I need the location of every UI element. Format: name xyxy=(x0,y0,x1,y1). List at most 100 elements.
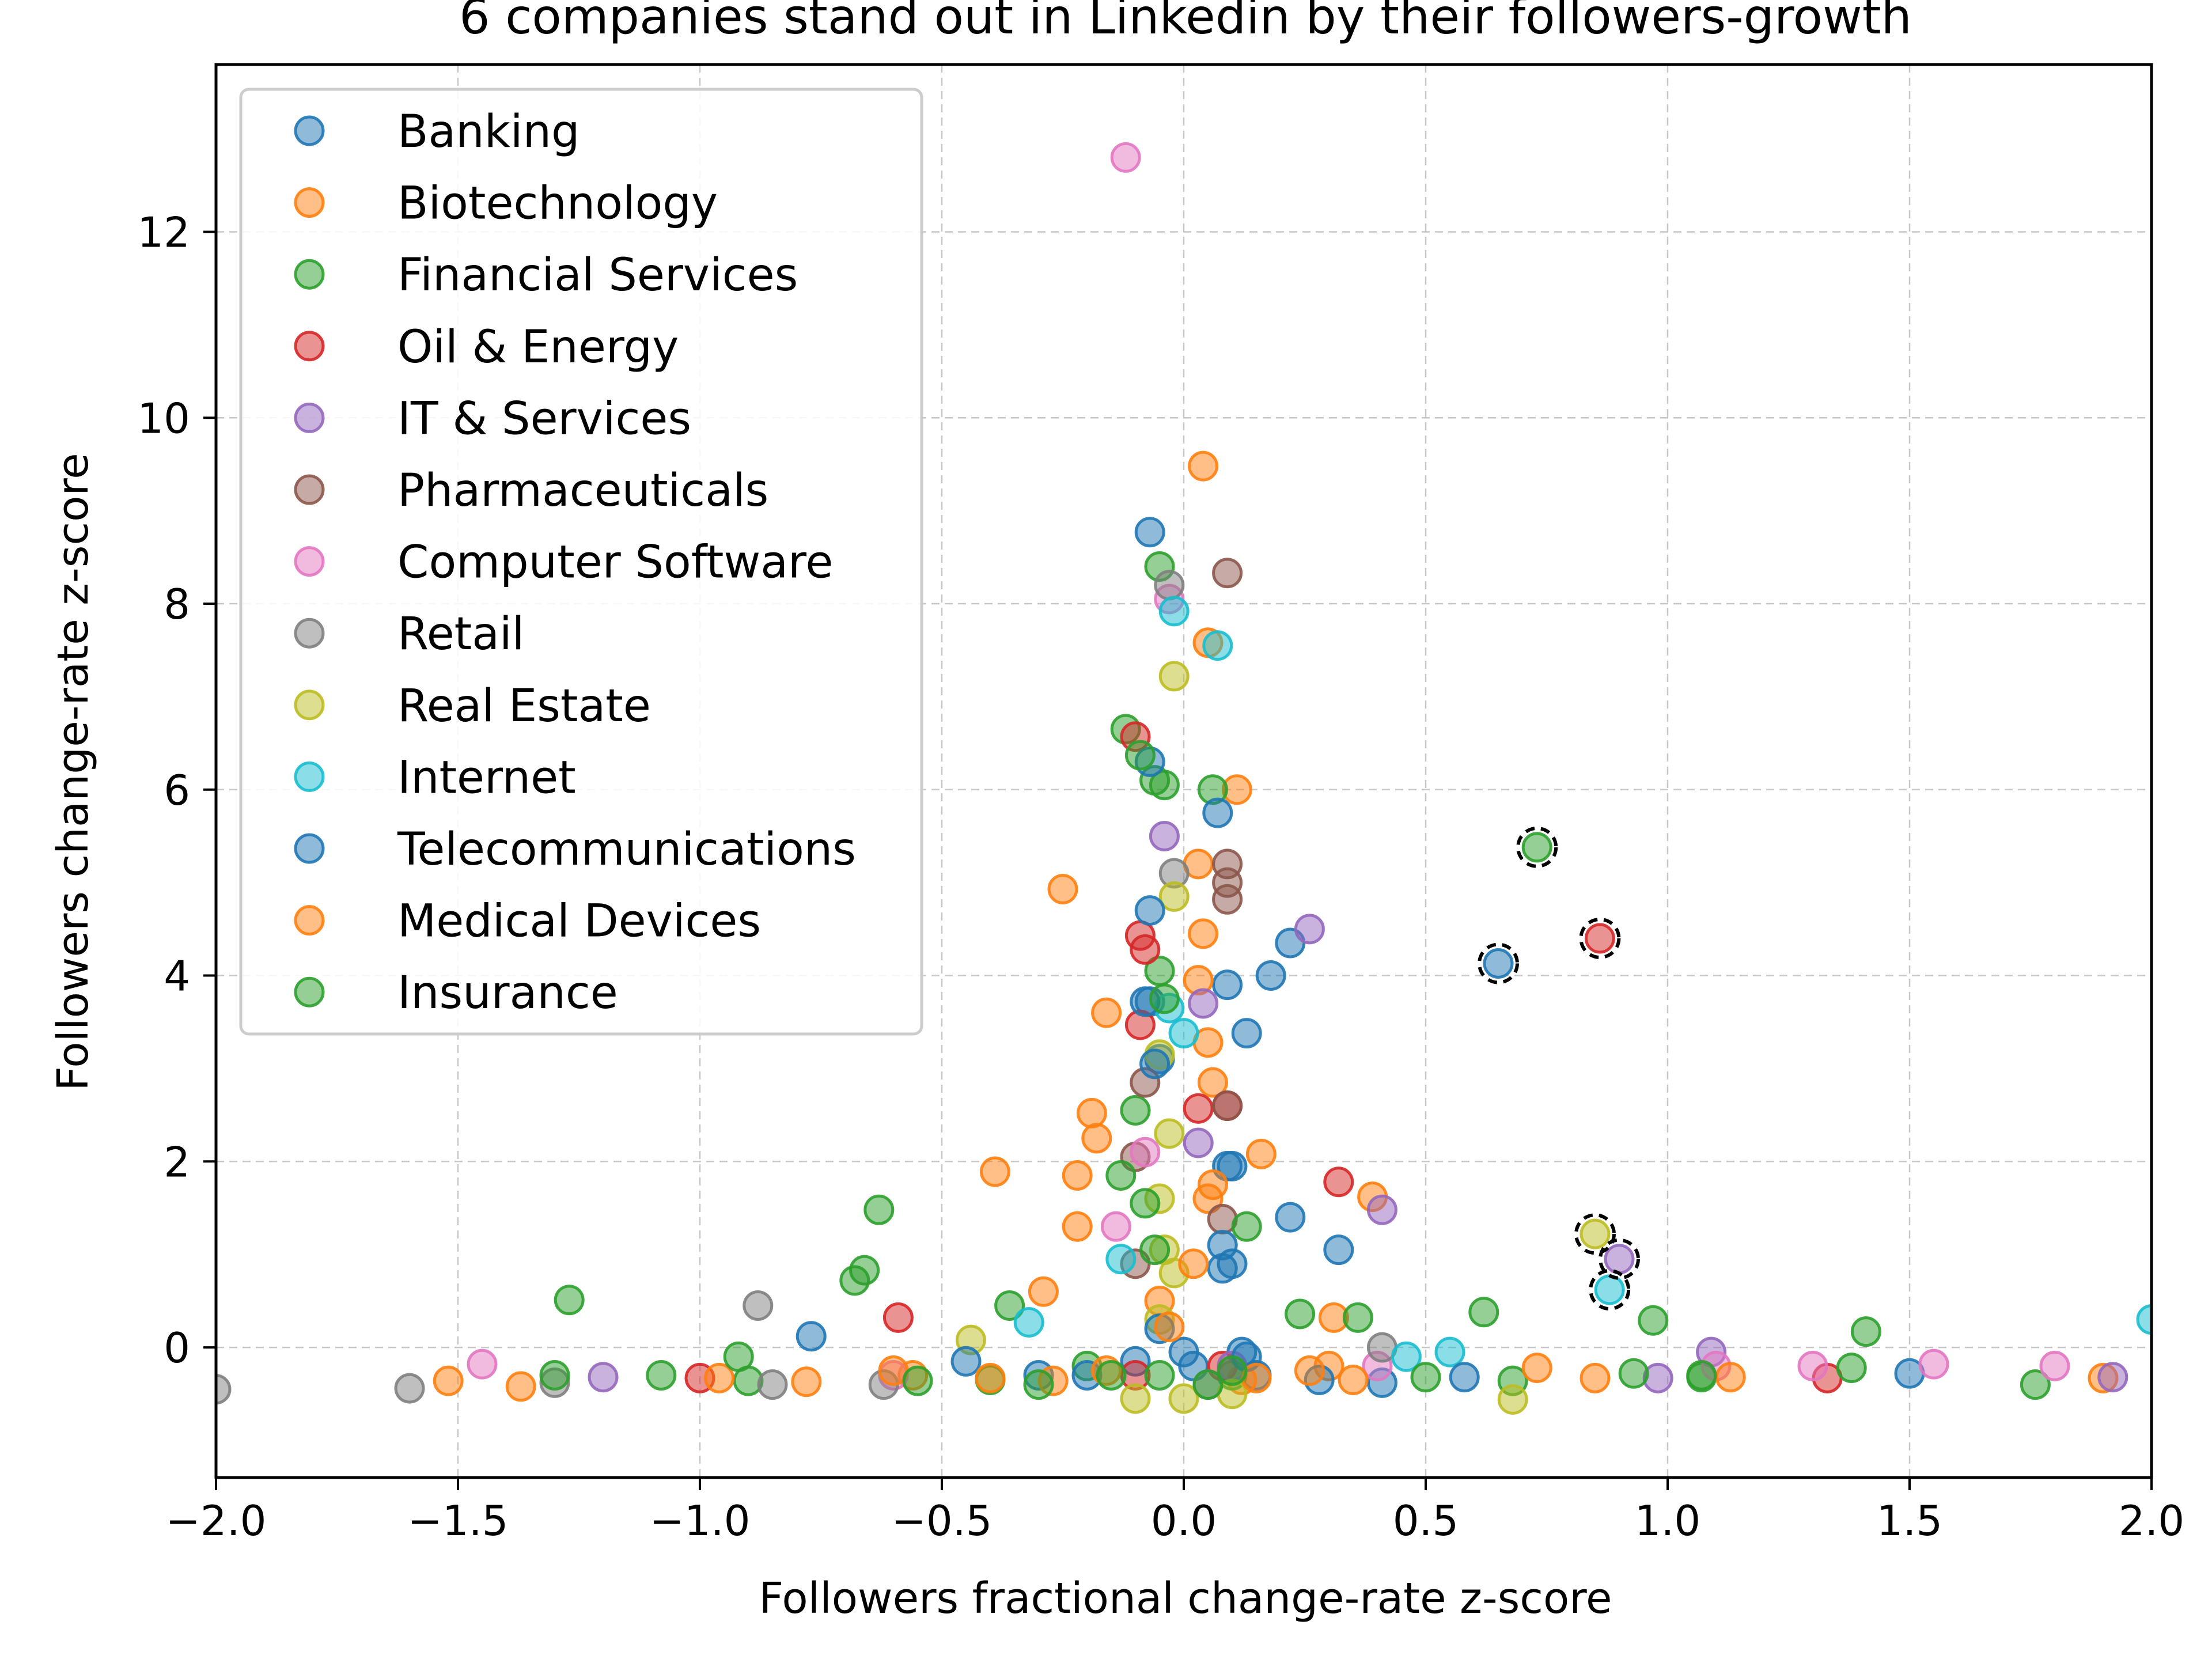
data-point xyxy=(1483,948,1514,979)
data-point xyxy=(646,1359,677,1391)
data-point xyxy=(505,1371,536,1402)
legend-marker xyxy=(294,976,325,1007)
legend-marker xyxy=(294,833,325,864)
data-point xyxy=(1023,1369,1054,1400)
data-point xyxy=(1139,1048,1171,1080)
data-point xyxy=(1076,1097,1107,1128)
data-point xyxy=(1130,934,1161,965)
data-point xyxy=(1850,1316,1881,1347)
data-point xyxy=(1139,1234,1171,1266)
data-point xyxy=(1285,1298,1316,1330)
data-point xyxy=(1212,969,1243,1001)
y-axis: 0 2 4 6 8 10 12 xyxy=(137,208,216,1372)
x-tick-label: 0.0 xyxy=(1151,1497,1217,1545)
legend-marker xyxy=(294,761,325,792)
x-tick-label: 1.5 xyxy=(1877,1497,1943,1545)
data-point xyxy=(1178,1248,1209,1279)
data-point xyxy=(1918,1349,1949,1380)
y-tick-label: 4 xyxy=(164,952,190,1001)
x-tick-label: 1.0 xyxy=(1635,1497,1701,1545)
data-point xyxy=(796,1321,827,1352)
legend-label: Biotechnology xyxy=(397,178,718,230)
data-point xyxy=(1686,1359,1717,1391)
data-point xyxy=(704,1362,735,1393)
data-point xyxy=(1188,450,1219,482)
legend-marker xyxy=(294,618,325,649)
data-point xyxy=(1245,1138,1277,1169)
data-point xyxy=(1715,1362,1746,1393)
data-point xyxy=(1212,1090,1243,1121)
data-point xyxy=(2136,1304,2152,1335)
legend-label: Pharmaceuticals xyxy=(397,465,768,517)
chart-title: 6 companies stand out in Linkedin by the… xyxy=(459,0,1912,45)
data-point xyxy=(2039,1350,2070,1381)
data-point xyxy=(1192,1369,1224,1400)
data-point xyxy=(1062,1211,1093,1242)
data-point xyxy=(1618,1358,1649,1389)
data-point xyxy=(216,1374,232,1405)
data-point xyxy=(1158,596,1190,627)
data-point xyxy=(1323,1234,1354,1266)
x-tick-label: 2.0 xyxy=(2119,1497,2185,1545)
x-tick-label: −2.0 xyxy=(166,1497,267,1545)
data-point xyxy=(1081,1123,1112,1154)
data-point xyxy=(1149,983,1180,1014)
data-point xyxy=(2020,1369,2051,1400)
data-point xyxy=(1197,1169,1228,1200)
x-axis: −2.0 −1.5 −1.0 −0.5 0.0 0.5 1.0 1.5 2.0 xyxy=(166,1478,2185,1545)
data-point xyxy=(1168,1336,1199,1368)
legend-marker xyxy=(294,187,325,218)
data-point xyxy=(1366,1194,1397,1225)
data-point xyxy=(1105,1244,1137,1275)
data-point xyxy=(433,1365,464,1396)
data-point xyxy=(1183,1093,1214,1124)
data-point xyxy=(2097,1362,2128,1393)
data-point xyxy=(1294,1355,1325,1386)
data-point xyxy=(1604,1244,1635,1275)
x-axis-label: Followers fractional change-rate z-score xyxy=(759,1574,1612,1623)
highlight-ring xyxy=(1589,1269,1631,1311)
data-point xyxy=(994,1290,1025,1321)
data-point xyxy=(1154,1118,1185,1149)
data-point xyxy=(1188,918,1219,949)
x-tick-label: −1.0 xyxy=(650,1497,751,1545)
data-points xyxy=(216,142,2152,1415)
data-point xyxy=(1275,1202,1306,1233)
legend-marker xyxy=(294,402,325,433)
legend-label: Real Estate xyxy=(397,680,651,732)
highlight-rings xyxy=(1478,826,1640,1311)
data-point xyxy=(757,1369,788,1400)
data-point xyxy=(1168,1018,1199,1049)
data-point xyxy=(839,1265,870,1296)
legend-marker xyxy=(294,474,325,505)
legend-marker xyxy=(294,546,325,577)
data-point xyxy=(1410,1362,1441,1393)
data-point xyxy=(1105,1160,1137,1191)
y-tick-label: 2 xyxy=(164,1138,190,1186)
data-point xyxy=(1580,1218,1611,1249)
data-point xyxy=(1091,997,1122,1028)
data-point xyxy=(1323,1166,1354,1198)
legend-label: Insurance xyxy=(397,967,618,1019)
data-point xyxy=(1594,1274,1625,1305)
highlight-ring xyxy=(1478,942,1519,984)
legend-label: Financial Services xyxy=(397,249,798,301)
data-point xyxy=(1062,1160,1093,1191)
data-point xyxy=(1342,1302,1373,1333)
legend-label: Medical Devices xyxy=(397,896,761,948)
data-point xyxy=(1836,1353,1867,1384)
data-point xyxy=(723,1341,754,1372)
data-point xyxy=(1197,1067,1228,1098)
y-tick-label: 12 xyxy=(137,208,190,256)
data-point xyxy=(1188,988,1219,1019)
y-tick-label: 10 xyxy=(137,394,190,442)
highlight-ring xyxy=(1599,1238,1640,1280)
data-point xyxy=(1134,517,1165,548)
data-point xyxy=(1217,1248,1248,1279)
data-point xyxy=(1202,797,1233,828)
legend-label: IT & Services xyxy=(397,393,691,445)
data-point xyxy=(1212,884,1243,915)
data-point xyxy=(1468,1297,1499,1328)
data-point xyxy=(1449,1362,1480,1393)
data-point xyxy=(1130,1137,1161,1168)
